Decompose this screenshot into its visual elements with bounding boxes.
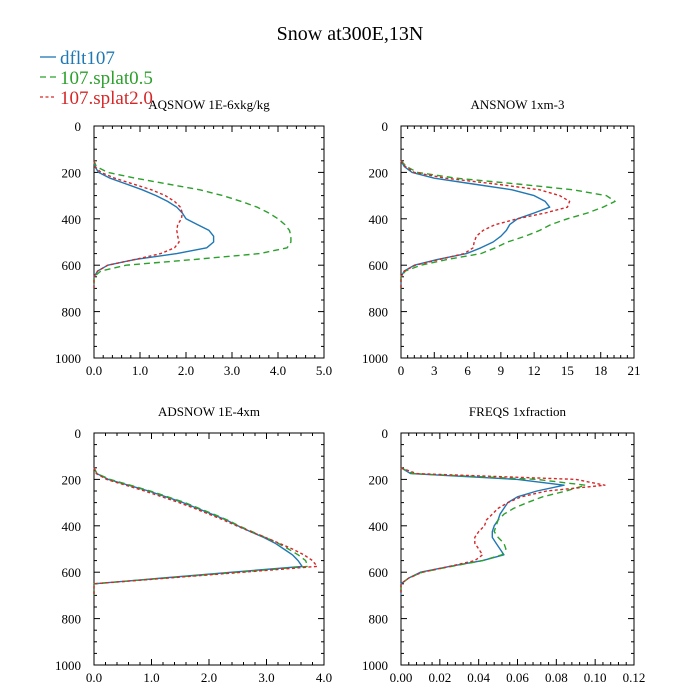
x-tick-label: 0 [398,363,405,378]
legend-label-dflt107: dflt107 [60,48,115,69]
x-tick-label: 0.10 [584,670,607,685]
x-tick-label: 0.00 [390,670,413,685]
y-tick-label: 800 [62,612,82,627]
x-tick-label: 3 [431,363,438,378]
x-tick-label: 4.0 [270,363,286,378]
series-line-dflt107 [93,160,215,289]
x-tick-label: 2.0 [201,670,217,685]
series-line-107-splat0-5 [400,467,587,596]
y-tick-label: 600 [369,565,389,580]
legend-entry-dflt107: dflt107 [40,48,115,69]
panel-freqs: FREQS 1xfraction 0.00 0.02 0.04 0.06 0.08 0.10… [362,404,645,685]
x-tick-label: 5.0 [316,363,332,378]
x-tick-label: 18 [594,363,607,378]
y-tick-label: 800 [369,305,389,320]
y-tick-label: 200 [62,472,82,487]
legend-entry-splat2-0: 107.splat2.0 [40,88,153,109]
x-tick-label: 0.06 [506,670,529,685]
y-tick-label: 200 [62,165,82,180]
x-tick-label: 6 [464,363,471,378]
y-tick-label: 0 [75,426,82,441]
x-tick-label: 0.08 [545,670,568,685]
y-tick-label: 400 [62,519,82,534]
y-tick-label: 400 [369,212,389,227]
series-line-107-splat2-0 [400,467,606,596]
x-tick-label: 3.0 [224,363,240,378]
series-line-107-splat0-5 [400,160,616,289]
panels: AQSNOW 1E-6xkg/kg 0.0 1.0 2.0 3.0 4.0 5.0 0 200 4… [55,97,645,685]
x-tick-label: 0.04 [467,670,490,685]
y-tick-label: 0 [75,119,82,134]
y-tick-label: 200 [369,165,389,180]
y-tick-label: 600 [62,565,82,580]
panel-title: AQSNOW 1E-6xkg/kg [148,97,270,112]
series-line-107-splat0-5 [93,467,309,596]
y-tick-label: 0 [382,119,389,134]
y-tick-label: 1000 [362,658,388,673]
series-line-dflt107 [400,467,565,596]
series-line-dflt107 [400,160,551,289]
y-tick-label: 400 [369,519,389,534]
x-tick-label: 9 [498,363,505,378]
legend-label-splat0-5: 107.splat0.5 [60,68,153,89]
series-line-107-splat0-5 [93,160,292,289]
panel-ansnow: ANSNOW 1xm-3 0 3 6 9 12 15 18 21 0 200 400 600 800 100… [362,97,641,378]
x-tick-label: 4.0 [316,670,332,685]
x-tick-label: 0.02 [428,670,451,685]
figure-title: Snow at300E,13N [277,23,424,45]
x-tick-label: 2.0 [178,363,194,378]
x-tick-label: 1.0 [143,670,159,685]
y-tick-label: 1000 [362,351,388,366]
y-tick-label: 800 [62,305,82,320]
series-line-107-splat2-0 [93,467,318,596]
panel-aqsnow: AQSNOW 1E-6xkg/kg 0.0 1.0 2.0 3.0 4.0 5.0 0 200 4… [55,97,332,378]
series-line-107-splat2-0 [400,160,571,289]
plot-frame [400,432,635,666]
legend-entry-splat0-5: 107.splat0.5 [40,68,153,89]
series-line-dflt107 [93,467,303,596]
panel-title: ADSNOW 1E-4xm [158,404,260,419]
x-tick-label: 21 [628,363,641,378]
y-tick-label: 200 [369,472,389,487]
y-tick-label: 600 [369,258,389,273]
x-tick-label: 0.12 [623,670,646,685]
panel-adsnow: ADSNOW 1E-4xm 0.0 1.0 2.0 3.0 4.0 0 200 400 600 80… [55,404,332,685]
y-tick-label: 600 [62,258,82,273]
y-tick-label: 1000 [55,658,81,673]
plot-frame [93,125,325,359]
x-tick-label: 0.0 [86,670,102,685]
legend: dflt107 107.splat0.5 107.splat2.0 [40,48,153,109]
x-tick-label: 0.0 [86,363,102,378]
y-tick-label: 400 [62,212,82,227]
plot-frame [400,125,635,359]
x-tick-label: 3.0 [258,670,274,685]
panel-title: ANSNOW 1xm-3 [470,97,564,112]
panel-title: FREQS 1xfraction [469,404,567,419]
y-tick-label: 0 [382,426,389,441]
x-tick-label: 1.0 [132,363,148,378]
x-tick-label: 15 [561,363,574,378]
y-tick-label: 800 [369,612,389,627]
legend-label-splat2-0: 107.splat2.0 [60,88,153,109]
y-tick-label: 1000 [55,351,81,366]
x-tick-label: 12 [528,363,541,378]
